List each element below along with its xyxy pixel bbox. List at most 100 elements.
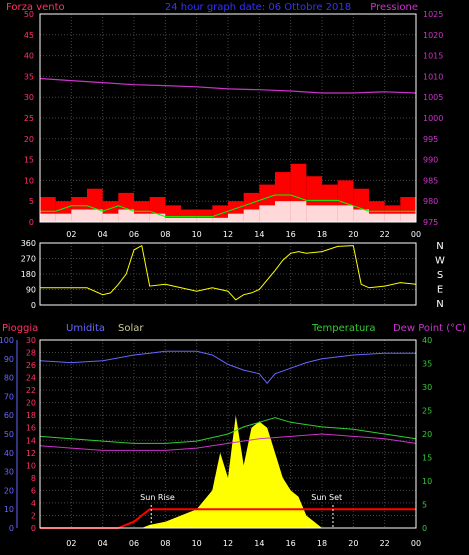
humidity-tick-label: 60 <box>4 411 14 420</box>
rain-tick-label: 14 <box>26 436 36 445</box>
compass-label: E <box>437 285 443 296</box>
humidity-tick-label: 0 <box>9 524 14 533</box>
x-tick-label: 16 <box>286 230 296 239</box>
rain-tick-label: 8 <box>31 474 36 483</box>
right-axis-title: Pressione <box>370 2 418 13</box>
wind-average-bar <box>322 205 338 222</box>
wind-average-bar <box>55 213 72 222</box>
dewpoint-line <box>39 433 417 451</box>
rain-tick-label: 18 <box>26 411 36 420</box>
temperature-tick-label: 0 <box>422 524 427 533</box>
compass-label: S <box>437 270 443 281</box>
rain-tick-label: 30 <box>26 336 36 345</box>
humidity-tick-label: 30 <box>4 468 14 477</box>
wind-average-bar <box>259 205 275 222</box>
pressure-tick-label: 990 <box>423 156 438 165</box>
bottom-panel-frame <box>39 339 417 529</box>
pressure-line <box>39 77 417 94</box>
humidity-tick-label: 20 <box>4 486 14 495</box>
rain-tick-label: 16 <box>26 424 36 433</box>
temperature-axis-title: Temperatura <box>311 323 376 334</box>
pressure-tick-label: 980 <box>423 197 438 206</box>
solar-area <box>40 415 416 528</box>
compass-label: N <box>436 299 443 310</box>
wind-direction-line <box>40 244 417 301</box>
wind-tick-label: 30 <box>24 93 34 102</box>
wind-tick-label: 15 <box>24 156 34 165</box>
wind-tick-label: 25 <box>24 114 34 123</box>
rain-line <box>40 508 416 529</box>
wind-average-bar <box>118 209 134 222</box>
wind-tick-label: 35 <box>24 72 34 81</box>
x-tick-label: 12 <box>223 230 233 239</box>
left-axis-title: Forza vento <box>6 2 65 13</box>
x-tick-label: 20 <box>348 539 358 548</box>
wind-average-bar <box>102 213 119 222</box>
humidity-tick-label: 70 <box>4 392 14 401</box>
x-tick-label: 08 <box>160 539 170 548</box>
x-tick-label: 20 <box>348 230 358 239</box>
rain-tick-label: 20 <box>26 399 36 408</box>
wind-average-bar <box>165 217 181 222</box>
wind-average-bar <box>87 209 103 222</box>
wind-tick-label: 40 <box>24 52 34 61</box>
pressure-tick-label: 975 <box>423 218 438 227</box>
wind-average-bar <box>243 209 260 222</box>
wind-average-bar <box>306 205 322 222</box>
x-tick-label: 06 <box>129 539 139 548</box>
temperature-tick-label: 30 <box>422 383 432 392</box>
x-tick-label: 14 <box>254 230 264 239</box>
direction-tick-label: 0 <box>31 301 36 310</box>
x-tick-label: 06 <box>129 230 139 239</box>
rain-tick-label: 12 <box>26 449 36 458</box>
temperature-tick-label: 25 <box>422 407 432 416</box>
x-tick-label: 10 <box>192 230 202 239</box>
graph-title: 24 hour graph date: 06 Ottobre 2018 <box>165 2 351 13</box>
x-tick-label: 14 <box>254 539 264 548</box>
wind-average-bar <box>212 217 228 222</box>
rain-tick-label: 4 <box>31 499 36 508</box>
x-tick-label: 00 <box>411 230 421 239</box>
x-tick-label: 02 <box>66 539 76 548</box>
x-tick-label: 18 <box>317 539 327 548</box>
humidity-tick-label: 10 <box>4 505 14 514</box>
x-tick-label: 04 <box>98 230 108 239</box>
solar-axis-title: Solar <box>118 323 144 334</box>
wind-tick-label: 5 <box>29 197 34 206</box>
x-tick-label: 16 <box>286 539 296 548</box>
wind-tick-label: 0 <box>29 218 34 227</box>
pressure-tick-label: 995 <box>423 135 438 144</box>
dewpoint-axis-title: Dew Point (°C) <box>393 323 466 334</box>
direction-tick-label: 90 <box>26 286 36 295</box>
x-tick-label: 04 <box>98 539 108 548</box>
wind-tick-label: 20 <box>24 135 34 144</box>
rain-tick-label: 22 <box>26 386 36 395</box>
rain-tick-label: 24 <box>26 374 36 383</box>
pressure-tick-label: 1025 <box>423 10 443 19</box>
direction-panel-frame <box>39 242 417 306</box>
pressure-tick-label: 1000 <box>423 114 443 123</box>
wind-tick-label: 45 <box>24 31 34 40</box>
compass-label: W <box>435 256 445 267</box>
x-tick-label: 22 <box>380 230 390 239</box>
humidity-tick-label: 40 <box>4 449 14 458</box>
wind-average-bar <box>149 213 166 222</box>
humidity-tick-label: 100 <box>0 336 14 345</box>
x-tick-label: 02 <box>66 230 76 239</box>
temperature-line <box>39 417 417 444</box>
wind-average-bar <box>353 209 369 222</box>
humidity-axis-title: Umidita <box>66 323 105 334</box>
x-tick-label: 08 <box>160 230 170 239</box>
direction-tick-label: 270 <box>21 255 36 264</box>
wind-average-bar <box>369 213 385 222</box>
pressure-tick-label: 985 <box>423 176 438 185</box>
rain-tick-label: 2 <box>31 511 36 520</box>
wind-average-bar <box>196 217 213 222</box>
wind-tick-label: 10 <box>24 176 34 185</box>
temperature-tick-label: 35 <box>422 360 432 369</box>
wind-average-bar <box>134 213 150 222</box>
x-tick-label: 00 <box>411 539 421 548</box>
x-tick-label: 12 <box>223 539 233 548</box>
rain-tick-label: 28 <box>26 349 36 358</box>
